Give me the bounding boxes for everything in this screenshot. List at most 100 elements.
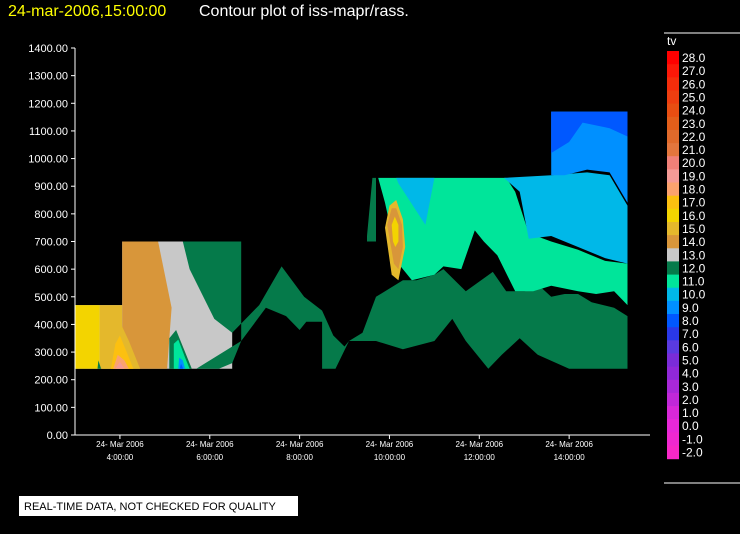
x-tick-time: 10:00:00 (374, 453, 406, 462)
contour-region-11 (178, 357, 186, 369)
legend-label: 20.0 (682, 156, 706, 170)
legend-label: -1.0 (682, 432, 703, 446)
legend-swatch (667, 261, 679, 276)
contour-region-3 (122, 241, 172, 369)
legend-label: 25.0 (682, 91, 706, 105)
x-tick-date: 24- Mar 2006 (276, 440, 324, 449)
legend-label: -2.0 (682, 446, 703, 460)
legend-items: 28.027.026.025.024.023.022.021.020.019.0… (667, 51, 706, 460)
contour-region-6 (113, 354, 129, 369)
legend-title: tv (667, 34, 676, 48)
x-tick-time: 14:00:00 (554, 453, 586, 462)
quality-notice-text: REAL-TIME DATA, NOT CHECKED FOR QUALITY (24, 501, 276, 513)
legend-label: 26.0 (682, 77, 706, 91)
legend-label: 17.0 (682, 196, 706, 210)
y-tick-label: 800.00 (34, 209, 68, 221)
contour-region-16 (396, 177, 435, 225)
legend-label: 1.0 (682, 406, 699, 420)
legend-label: 8.0 (682, 314, 699, 328)
y-tick-label: 1400.00 (28, 43, 68, 55)
legend-label: 24.0 (682, 104, 706, 118)
y-tick-label: 900.00 (34, 181, 68, 193)
legend-label: 13.0 (682, 248, 706, 262)
legend-swatch (667, 235, 679, 249)
y-tick-label: 500.00 (34, 292, 68, 304)
legend-swatch (667, 274, 679, 289)
contour-region-14 (367, 177, 376, 242)
quality-notice: REAL-TIME DATA, NOT CHECKED FOR QUALITY (19, 496, 298, 516)
y-axis-ticks: 0.00 100.00 200.00 300.00 400.00 500.00 600.00… (28, 43, 75, 442)
y-tick-label: 300.00 (34, 347, 68, 359)
legend-swatch (667, 248, 679, 262)
legend-label: 10.0 (682, 288, 706, 302)
legend-label: 2.0 (682, 393, 699, 407)
legend-label: 23.0 (682, 117, 706, 131)
contour-region-15 (378, 177, 628, 306)
x-tick-time: 12:00:00 (464, 453, 496, 462)
contour-region-8 (97, 360, 102, 369)
y-tick-label: 1300.00 (28, 71, 68, 83)
legend-label: 12.0 (682, 261, 706, 275)
x-tick-date: 24- Mar 2006 (366, 440, 414, 449)
legend-label: 5.0 (682, 353, 699, 367)
y-tick-label: 1200.00 (28, 98, 68, 110)
color-legend: tv 28.027.026.025.024.023.022.021.020.0 1… (664, 32, 740, 484)
legend-swatch (667, 143, 679, 157)
contour-region-19 (551, 111, 628, 153)
legend-label: 21.0 (682, 143, 706, 157)
contour-region-7 (115, 361, 125, 369)
legend-swatch (667, 287, 679, 302)
x-tick-date: 24- Mar 2006 (96, 440, 144, 449)
contour-region-1 (75, 305, 100, 369)
contour-region-17 (504, 172, 628, 264)
legend-label: 15.0 (682, 222, 706, 236)
chart-title: Contour plot of iss-mapr/rass. (199, 3, 409, 20)
contour-region-10 (173, 339, 190, 369)
x-tick-date: 24- Mar 2006 (186, 440, 234, 449)
legend-label: 27.0 (682, 64, 706, 78)
legend-swatch (667, 103, 679, 118)
y-tick-label: 1100.00 (29, 126, 68, 138)
header-timestamp: 24-mar-2006,15:00:00 (8, 3, 166, 20)
y-tick-label: 0.00 (47, 430, 68, 442)
legend-label: 7.0 (682, 327, 699, 341)
legend-swatch (667, 169, 679, 184)
legend-label: 28.0 (682, 51, 706, 65)
y-tick-label: 600.00 (34, 264, 68, 276)
y-tick-label: 1000.00 (28, 154, 68, 166)
legend-label: 22.0 (682, 130, 706, 144)
legend-label: 3.0 (682, 380, 699, 394)
legend-swatch (667, 340, 679, 354)
legend-label: 6.0 (682, 340, 699, 354)
legend-swatch (667, 64, 679, 78)
quality-notice-box (19, 496, 298, 516)
y-tick-label: 200.00 (34, 375, 68, 387)
legend-swatch (667, 445, 679, 460)
legend-swatch (667, 379, 679, 394)
y-tick-label: 100.00 (34, 402, 68, 414)
legend-label: 14.0 (682, 235, 706, 249)
legend-swatch (667, 182, 679, 197)
legend-label: 11.0 (682, 275, 705, 289)
legend-swatch (667, 129, 679, 144)
legend-swatch (667, 208, 679, 223)
legend-label: 18.0 (682, 183, 706, 197)
x-axis-ticks: 24- Mar 2006 4:00:00 24- Mar 2006 6:00:00 24… (96, 435, 593, 462)
x-tick-date: 24- Mar 2006 (545, 440, 593, 449)
legend-label: 4.0 (682, 367, 699, 381)
legend-swatch (667, 366, 679, 381)
y-tick-label: 400.00 (34, 319, 68, 331)
legend-swatch (667, 90, 679, 105)
x-tick-time: 8:00:00 (286, 453, 313, 462)
legend-swatch (667, 77, 679, 91)
legend-swatch (667, 116, 679, 131)
legend-swatch (667, 353, 679, 368)
contour-regions (75, 111, 628, 369)
legend-swatch (667, 432, 679, 447)
legend-swatch (667, 314, 679, 328)
legend-swatch (667, 327, 679, 341)
legend-swatch (667, 419, 679, 433)
y-tick-label: 700.00 (34, 237, 68, 249)
legend-swatch (667, 300, 679, 315)
legend-swatch (667, 195, 679, 210)
